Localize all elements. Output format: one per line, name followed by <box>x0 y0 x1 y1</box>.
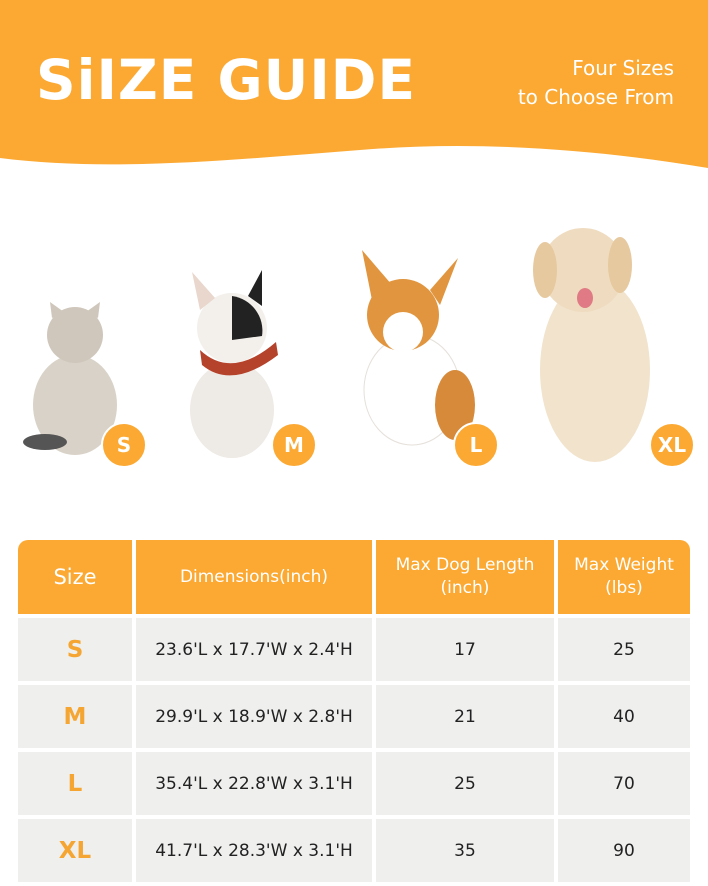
size-cell: XL <box>18 819 132 882</box>
dimensions-cell: 35.4'L x 22.8'W x 3.1'H <box>136 752 372 815</box>
table-header: Size Dimensions(inch) Max Dog Length (in… <box>18 540 690 614</box>
size-cell: S <box>18 618 132 681</box>
weight-cell: 90 <box>558 819 690 882</box>
header-max-weight: Max Weight (lbs) <box>558 540 690 614</box>
length-cell: 17 <box>376 618 554 681</box>
header-dimensions: Dimensions(inch) <box>136 540 372 614</box>
cat-image <box>23 302 117 455</box>
subtitle: Four Sizes to Choose From <box>517 56 674 109</box>
table-row: XL 41.7'L x 28.3'W x 3.1'H 35 90 <box>18 819 690 882</box>
dimensions-cell: 23.6'L x 17.7'W x 2.4'H <box>136 618 372 681</box>
french-bulldog-image <box>190 270 278 458</box>
size-cell: L <box>18 752 132 815</box>
table-row: L 35.4'L x 22.8'W x 3.1'H 25 70 <box>18 752 690 815</box>
weight-cell: 70 <box>558 752 690 815</box>
size-table: Size Dimensions(inch) Max Dog Length (in… <box>18 540 690 886</box>
golden-retriever-image <box>533 228 650 462</box>
table-row: M 29.9'L x 18.9'W x 2.8'H 21 40 <box>18 685 690 748</box>
dimensions-cell: 41.7'L x 28.3'W x 3.1'H <box>136 819 372 882</box>
size-badge-s: S <box>101 422 147 468</box>
header-banner <box>0 0 708 168</box>
size-badge-l: L <box>453 422 499 468</box>
size-badge-xl: XL <box>649 422 695 468</box>
weight-cell: 40 <box>558 685 690 748</box>
weight-cell: 25 <box>558 618 690 681</box>
table-row: S 23.6'L x 17.7'W x 2.4'H 17 25 <box>18 618 690 681</box>
corgi-image <box>362 250 475 446</box>
length-cell: 35 <box>376 819 554 882</box>
size-cell: M <box>18 685 132 748</box>
dimensions-cell: 29.9'L x 18.9'W x 2.8'H <box>136 685 372 748</box>
length-cell: 21 <box>376 685 554 748</box>
page-title: SiIZE GUIDE <box>36 48 417 112</box>
length-cell: 25 <box>376 752 554 815</box>
pets-illustration <box>23 228 650 462</box>
size-badge-m: M <box>271 422 317 468</box>
header-max-length: Max Dog Length (inch) <box>376 540 554 614</box>
header-size: Size <box>18 540 132 614</box>
